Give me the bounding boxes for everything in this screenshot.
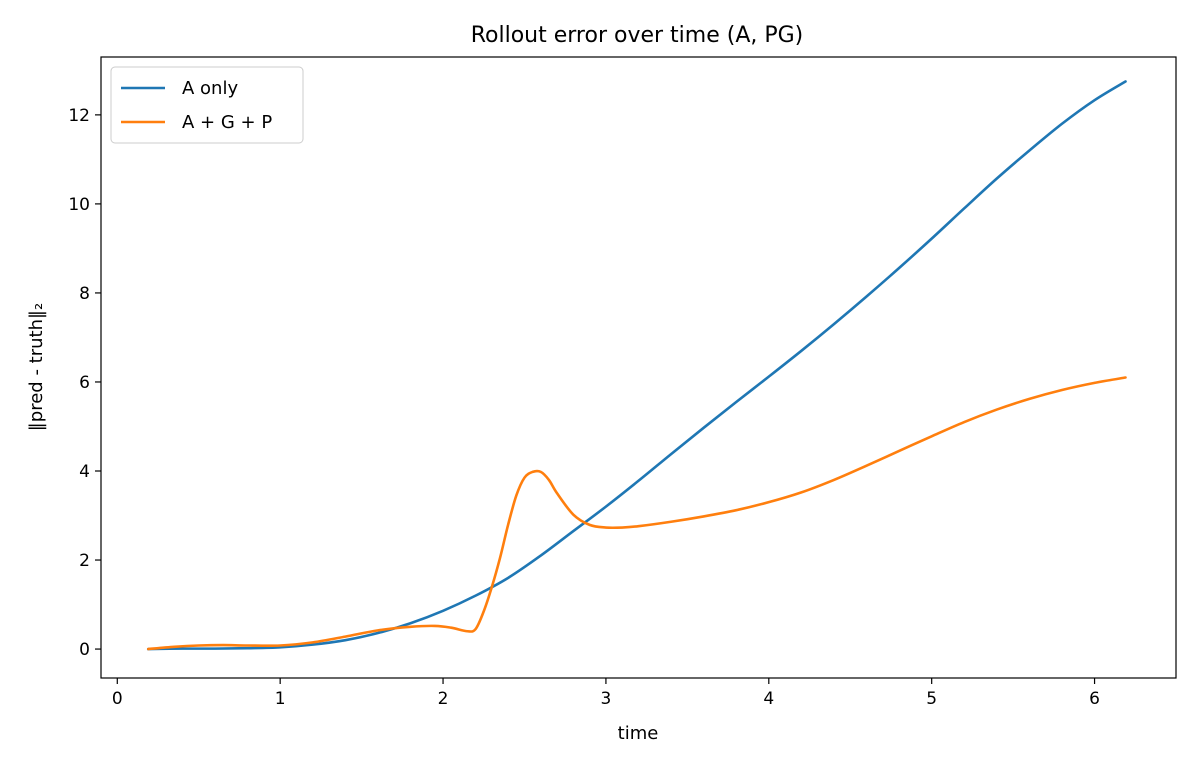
chart-title: Rollout error over time (A, PG) xyxy=(471,23,804,48)
y-tick-label: 6 xyxy=(79,373,90,393)
legend-label: A + G + P xyxy=(182,112,272,133)
x-axis-label: time xyxy=(618,723,659,744)
legend: A only A + G + P xyxy=(110,66,304,144)
y-tick-label: 8 xyxy=(79,284,90,304)
y-axis-label: ‖pred - truth‖₂ xyxy=(26,303,47,431)
x-tick-label: 3 xyxy=(601,689,612,709)
x-tick-label: 4 xyxy=(763,689,774,709)
series-line-a-g-p xyxy=(146,376,1127,651)
y-tick-label: 12 xyxy=(68,106,90,126)
y-tick-label: 0 xyxy=(79,640,90,660)
series-lines xyxy=(146,80,1127,651)
y-tick-label: 2 xyxy=(79,551,90,571)
y-tick-label: 4 xyxy=(79,462,90,482)
plot-frame xyxy=(100,56,1177,679)
series-line-a-only xyxy=(146,80,1127,651)
x-axis: 0 1 2 3 4 5 6 xyxy=(112,678,1100,709)
y-tick-label: 10 xyxy=(68,195,90,215)
x-tick-label: 5 xyxy=(926,689,937,709)
x-tick-label: 2 xyxy=(438,689,449,709)
x-tick-label: 1 xyxy=(275,689,286,709)
y-axis: 0 2 4 6 8 10 12 xyxy=(68,106,101,660)
x-tick-label: 0 xyxy=(112,689,123,709)
legend-box xyxy=(110,66,304,144)
legend-label: A only xyxy=(182,78,238,99)
x-tick-label: 6 xyxy=(1089,689,1100,709)
